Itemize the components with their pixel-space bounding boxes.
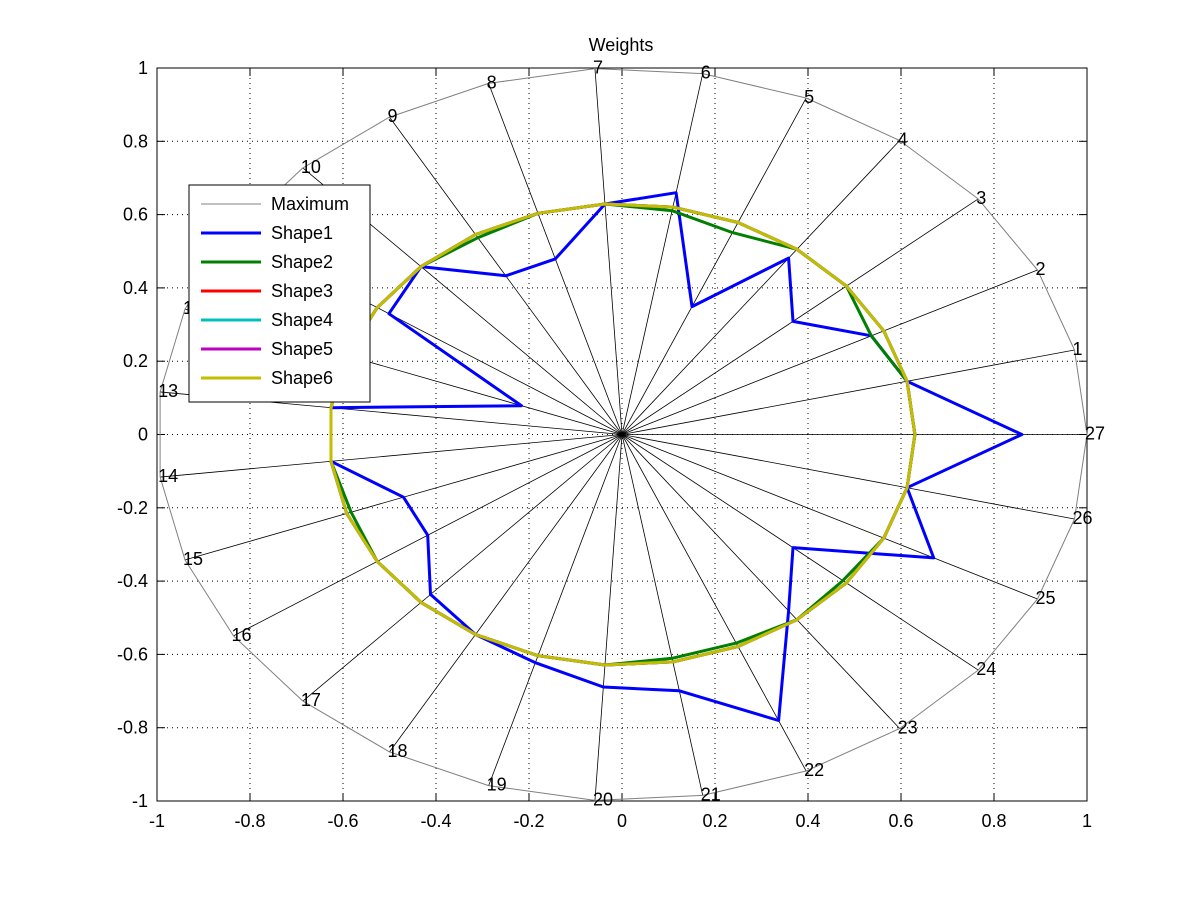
- series-line-shape2: [329, 202, 917, 667]
- radar-spoke-labels: 1234567891011121314151617181920212223242…: [158, 58, 1105, 810]
- radar-spoke: [621, 349, 1075, 435]
- spoke-label: 14: [158, 466, 178, 486]
- radar-spoke: [621, 198, 979, 435]
- spoke-label: 4: [898, 130, 908, 150]
- radar-spoke: [389, 434, 623, 753]
- x-tick-label: -0.2: [513, 811, 544, 831]
- radar-spoke: [488, 434, 623, 786]
- spoke-label: 10: [301, 157, 321, 177]
- spoke-label: 17: [301, 690, 321, 710]
- y-tick-label: -0.6: [117, 644, 148, 664]
- legend-label: Shape3: [271, 281, 333, 301]
- spoke-label: 15: [183, 549, 203, 569]
- chart-title: Weights: [589, 35, 654, 55]
- y-tick-label: 0.4: [123, 278, 148, 298]
- x-tick-label: -0.4: [420, 811, 451, 831]
- spoke-label: 8: [487, 72, 497, 92]
- radar-spoke: [621, 97, 807, 435]
- spoke-label: 27: [1085, 424, 1105, 444]
- x-tick-label: 0.8: [981, 811, 1006, 831]
- radar-spoke: [621, 140, 900, 435]
- x-axis-ticks: -1 -0.8 -0.6 -0.4 -0.2 0 0.2 0.4 0.6 0.8 1: [149, 68, 1092, 831]
- spoke-label: 2: [1036, 259, 1046, 279]
- x-tick-label: -0.6: [327, 811, 358, 831]
- spoke-label: 25: [1036, 588, 1056, 608]
- y-tick-label: 0: [138, 425, 148, 445]
- radar-spoke: [302, 434, 623, 702]
- x-tick-label: 1: [1082, 811, 1092, 831]
- spoke-label: 7: [593, 58, 603, 78]
- x-tick-label: 0: [617, 811, 627, 831]
- legend-label: Maximum: [271, 194, 349, 214]
- x-tick-label: 0.6: [888, 811, 913, 831]
- spoke-label: 21: [701, 784, 721, 804]
- y-tick-label: 0.6: [123, 205, 148, 225]
- spoke-label: 5: [804, 87, 814, 107]
- legend-label: Shape5: [271, 339, 333, 359]
- radar-spoke: [621, 434, 807, 772]
- y-tick-label: 0.8: [123, 131, 148, 151]
- series-line-maximum: [159, 68, 1088, 801]
- x-tick-label: 0.2: [702, 811, 727, 831]
- spoke-label: 13: [158, 381, 178, 401]
- x-tick-label: -0.8: [234, 811, 265, 831]
- radar-spoke: [621, 434, 1075, 520]
- spoke-label: 6: [701, 63, 711, 83]
- radar-spoke: [621, 434, 979, 671]
- legend-label: Shape4: [271, 310, 333, 330]
- spoke-label: 22: [804, 760, 824, 780]
- x-tick-label: 0.4: [795, 811, 820, 831]
- radar-spoke: [160, 434, 623, 478]
- y-axis-ticks: -1 -0.8 -0.6 -0.4 -0.2 0 0.2 0.4 0.6 0.8 1: [117, 58, 1087, 811]
- series-line-shape1: [329, 191, 1024, 722]
- legend-box: [188, 184, 371, 403]
- y-tick-label: 1: [138, 58, 148, 78]
- spoke-label: 9: [388, 106, 398, 126]
- series-line-shape6: [329, 202, 917, 667]
- x-tick-label: -1: [149, 811, 165, 831]
- spoke-label: 20: [593, 789, 613, 809]
- spoke-label: 3: [976, 188, 986, 208]
- legend-label: Shape6: [271, 368, 333, 388]
- radar-spoke: [621, 434, 1038, 600]
- spoke-label: 19: [487, 775, 507, 795]
- y-tick-label: -0.2: [117, 498, 148, 518]
- radar-series: [159, 68, 1088, 801]
- spoke-label: 24: [976, 659, 996, 679]
- legend-label: Shape2: [271, 252, 333, 272]
- radar-spoke: [594, 68, 623, 435]
- y-tick-label: -0.4: [117, 571, 148, 591]
- legend-label: Shape1: [271, 223, 333, 243]
- y-tick-label: 0.2: [123, 351, 148, 371]
- radar-spoke: [621, 269, 1038, 435]
- y-tick-label: -0.8: [117, 718, 148, 738]
- legend: Maximum Shape1 Shape2 Shape3 Shape4 Shape5 Sha…: [188, 184, 371, 403]
- spoke-label: 1: [1072, 339, 1082, 359]
- radar-spoke: [621, 73, 704, 435]
- spoke-label: 18: [388, 741, 408, 761]
- spoke-label: 23: [898, 717, 918, 737]
- radar-spoke: [594, 434, 623, 801]
- radar-spoke: [621, 434, 900, 729]
- y-tick-label: -1: [132, 791, 148, 811]
- spoke-label: 16: [231, 625, 251, 645]
- spoke-label: 26: [1072, 508, 1092, 528]
- radar-spoke: [621, 434, 704, 796]
